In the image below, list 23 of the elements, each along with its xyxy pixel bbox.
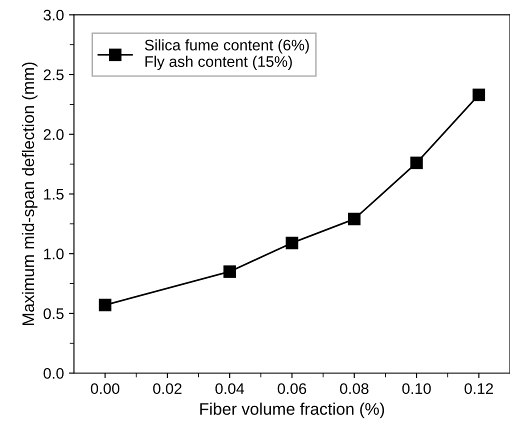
x-tick-label: 0.02: [153, 383, 182, 394]
point: [472, 88, 486, 102]
point: [98, 298, 112, 312]
point: [286, 236, 298, 250]
y-tick-label: 0.0: [44, 368, 64, 379]
y-axis-title: Maximum mid-span deflection (mm): [22, 62, 38, 326]
x-axis-title: Fiber volume fraction (%): [200, 402, 384, 418]
point: [348, 212, 361, 226]
x-tick-label: 0.06: [278, 383, 306, 394]
point: [410, 156, 423, 170]
y-tick-label: 0.5: [44, 308, 64, 320]
y-tick-label: 3.0: [44, 10, 64, 21]
y-tick-label: 1.5: [44, 189, 64, 200]
y-tick-label: 1.0: [44, 248, 64, 260]
legend-label: Silica fume content (6%) Fly ash content (15%): [144, 39, 309, 70]
point: [223, 265, 236, 278]
y-tick-label: 2.0: [44, 129, 64, 140]
x-tick-label: 0.00: [90, 383, 120, 394]
y-tick-label: 2.5: [44, 69, 64, 80]
x-tick-label: 0.10: [402, 383, 431, 394]
x-tick-label: 0.12: [464, 383, 493, 394]
x-tick-label: 0.08: [340, 383, 368, 394]
x-tick-label: 0.04: [215, 383, 244, 394]
